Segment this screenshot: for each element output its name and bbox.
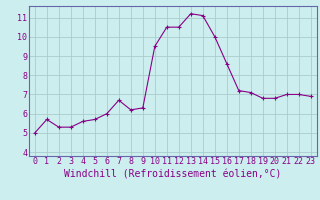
X-axis label: Windchill (Refroidissement éolien,°C): Windchill (Refroidissement éolien,°C)	[64, 169, 282, 179]
